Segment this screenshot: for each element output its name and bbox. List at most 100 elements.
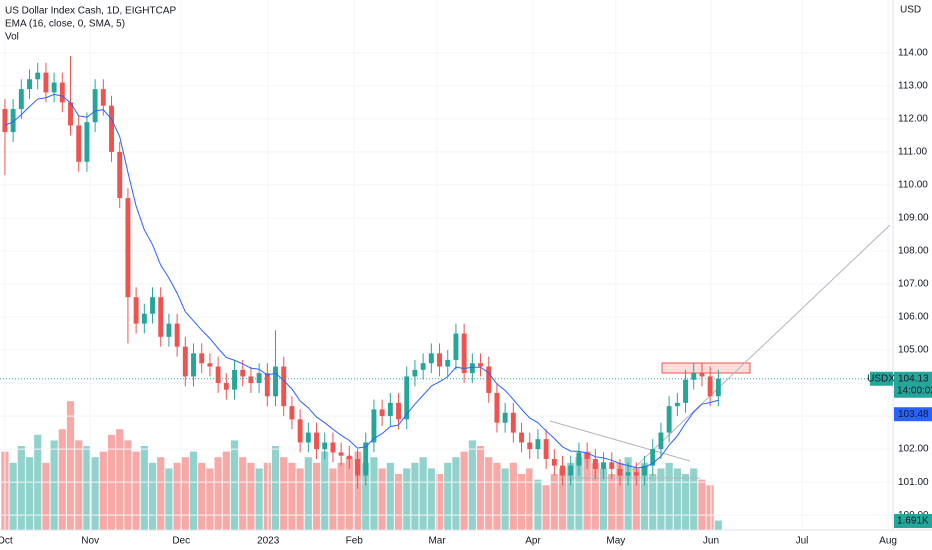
volume-bar [378,468,386,530]
candle-body [502,412,508,423]
candle-body [314,432,319,450]
candle-body [322,442,328,450]
zone-rectangle [661,362,751,374]
volume-bar [550,474,558,530]
candle-body [510,412,516,433]
volume-bar [17,446,25,530]
candle-body [535,439,541,450]
volume-bar [657,468,665,530]
candle-body [568,465,574,476]
x-tick-label: Feb [346,536,364,547]
candle-body [592,459,598,469]
volume-bar [222,451,230,530]
candle-body [445,359,451,367]
candle-body [273,366,278,397]
candle-body [223,383,229,390]
volume-bar [140,446,148,530]
volume-bar [91,457,99,530]
symbol-tag-text: USDX [867,373,895,384]
volume-bar [419,457,427,530]
volume-tag [894,514,932,528]
candle-body [699,373,705,377]
candle-body [486,366,492,393]
indicator-label: EMA (16, close, 0, SMA, 5) [5,19,125,30]
volume-bar [599,468,608,530]
candle-body [158,297,164,337]
volume-bar [230,440,239,530]
volume-bar [673,468,681,530]
volume-bar [239,457,247,530]
volume-bar [649,474,657,530]
candle-body [715,378,721,397]
volume-bar [181,457,189,530]
candle-body [215,366,221,384]
y-tick-label: 102.00 [898,444,929,455]
volume-bar [517,474,526,530]
volume-bar [444,462,452,530]
volume-bar [435,474,444,530]
volume-bar [214,457,222,530]
candle-body [625,472,631,476]
candle-body [109,105,114,152]
volume-bar [501,468,509,530]
volume-bar [485,457,493,530]
volume-bar [534,479,542,530]
chart-title: US Dollar Index Cash, 1D, EIGHTCAP [5,6,176,17]
candle-body [543,439,549,460]
candle-body [264,373,270,397]
volume-layer [1,401,722,530]
y-tick-label: 111.00 [898,147,928,158]
candle-body [51,82,57,93]
volume-bar [690,468,698,530]
y-tick-label: 106.00 [898,312,929,323]
volume-bar [58,429,66,530]
trend-line [631,224,891,471]
volume-bar [353,451,362,530]
candle-body [248,376,254,384]
volume-bar [66,401,75,530]
candle-body [18,89,24,109]
volume-bar [9,462,17,530]
candle-body [43,72,49,93]
x-tick-label: Oct [0,536,13,547]
y-tick-label: 113.00 [898,80,928,91]
x-tick-label: Dec [172,536,190,547]
candle-body [166,323,172,337]
candle-body [289,406,295,420]
candle-body [674,402,680,407]
volume-bar [591,462,599,530]
volume-bar [247,462,255,530]
volume-bar [83,446,91,530]
volume-bar [575,457,583,530]
volume-bar [25,457,34,530]
volume-bar [493,462,501,530]
candle-body [27,79,32,90]
candle-body [338,452,344,456]
volume-label: Vol [5,32,19,43]
volume-bar [271,446,280,530]
volume-bar [386,462,394,530]
candle-body [691,373,697,380]
x-tick-label: 2023 [257,536,280,547]
candle-body [117,151,123,199]
volume-bar [632,468,640,530]
candle-body [240,369,246,377]
candle-body [601,462,606,469]
x-tick-label: Jul [796,536,809,547]
candle-body [642,465,647,476]
volume-bar [452,457,460,530]
volume-bar [173,462,181,530]
candle-body [256,373,262,384]
volume-bar [583,451,591,530]
candle-body [478,363,483,367]
volume-bar [329,468,337,530]
volume-bar [640,462,649,530]
volume-bar [362,462,370,530]
y-tick-label: 114.00 [898,47,928,58]
candle-body [141,313,147,324]
candle-body [297,419,303,443]
candle-body [199,353,205,364]
volume-bar [304,457,312,530]
price-layer [0,56,893,489]
candle-body [191,353,196,377]
